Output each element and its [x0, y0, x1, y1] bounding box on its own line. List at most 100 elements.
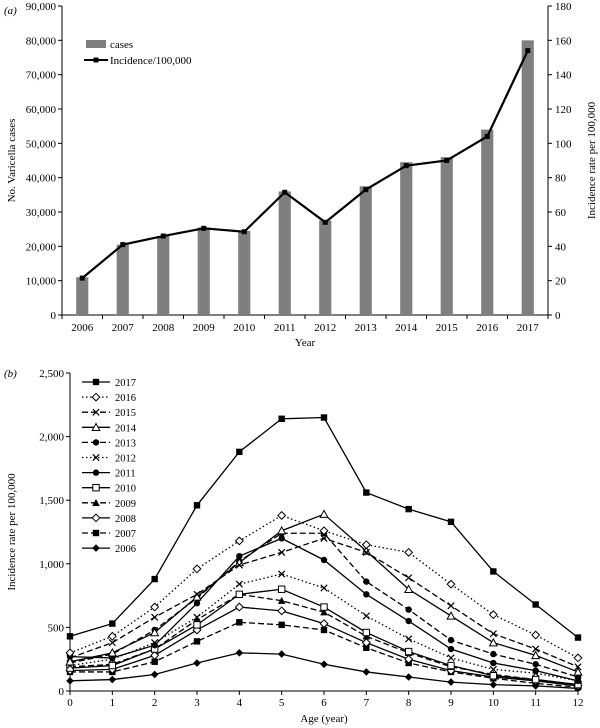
incidence-point [525, 48, 531, 54]
legend-marker-2008 [91, 513, 101, 523]
series-point-2008 [361, 638, 371, 648]
incidence-point [363, 187, 369, 193]
series-point-2013 [490, 650, 497, 658]
series-point-2006 [66, 677, 74, 685]
series-point-2016 [150, 602, 160, 612]
series-point-2016 [361, 540, 371, 550]
series-2017 [66, 414, 582, 641]
y2-tick-label: 0 [555, 310, 561, 322]
y-tick-label: 1,500 [39, 495, 64, 507]
legend-marker-2013 [92, 439, 100, 446]
series-point-2016 [234, 536, 244, 546]
series-2012 [66, 570, 582, 685]
series-point-2011 [320, 556, 328, 564]
incidence-point [444, 158, 450, 163]
x-tick-label: 2009 [193, 322, 216, 334]
series-point-2008 [234, 602, 244, 612]
y2-tick-label: 180 [555, 1, 572, 13]
y-tick-label: 1,000 [39, 559, 64, 571]
series-point-2015 [235, 561, 243, 569]
series-point-2012 [532, 669, 540, 677]
series-point-2016 [573, 653, 583, 663]
y-tick-label: 50,000 [26, 138, 57, 150]
y2-tick-label: 140 [555, 70, 572, 82]
series-point-2017 [490, 568, 497, 575]
y2-tick-label: 40 [555, 241, 567, 253]
y2-tick-label: 160 [555, 35, 572, 47]
series-point-2011 [447, 645, 455, 653]
y-tick-label: 40,000 [26, 173, 57, 185]
series-point-2006 [447, 678, 455, 686]
legend-label-2011: 2011 [115, 469, 136, 480]
series-point-2017 [574, 634, 582, 641]
series-point-2014 [573, 667, 583, 676]
legend-label-2012: 2012 [115, 454, 136, 465]
series-point-2016 [531, 630, 541, 640]
series-point-2017 [532, 601, 539, 608]
y-tick-label: 500 [48, 622, 65, 634]
series-point-2010 [489, 672, 498, 680]
series-point-2013 [532, 661, 539, 668]
series-point-2017 [151, 575, 158, 583]
series-point-2010 [447, 661, 455, 670]
series-point-2013 [363, 578, 370, 585]
bar-cases [197, 227, 210, 315]
series-point-2016 [192, 564, 202, 574]
y-tick-label: 70,000 [26, 70, 57, 82]
x-tick-label: 1 [110, 697, 116, 709]
legend-swatch-cases [86, 40, 106, 48]
y-tick-label: 90,000 [26, 1, 57, 13]
y2-axis-title: Incidence rate per 100,000 [586, 101, 598, 219]
x-tick-label: 9 [448, 697, 454, 709]
y2-tick-label: 60 [555, 207, 567, 219]
series-point-2016 [277, 510, 287, 520]
series-point-2011 [193, 600, 201, 607]
series-point-2011 [236, 552, 243, 560]
legend-marker-2006 [92, 544, 100, 552]
series-point-2010 [404, 647, 413, 656]
bar-cases [116, 244, 129, 315]
x-tick-label: 2008 [152, 322, 175, 334]
series-point-2016 [319, 526, 329, 536]
x-tick-label: 2006 [71, 322, 94, 334]
legend-marker-incidence [93, 57, 99, 63]
series-point-2015 [193, 590, 201, 598]
series-2007 [66, 619, 582, 691]
bar-cases [521, 40, 534, 315]
y2-tick-label: 20 [555, 276, 567, 288]
series-point-2016 [446, 579, 456, 589]
series-point-2015 [151, 613, 159, 621]
x-tick-label: 0 [67, 697, 73, 709]
series-point-2017 [66, 633, 74, 640]
series-point-2016 [107, 631, 117, 641]
y2-tick-label: 120 [555, 104, 572, 116]
y2-tick-label: 100 [555, 138, 572, 150]
incidence-point [201, 225, 207, 231]
x-tick-label: 2016 [476, 322, 499, 334]
series-point-2010 [320, 603, 328, 611]
series-point-2007 [151, 658, 158, 665]
panel-b-label: (b) [4, 368, 17, 380]
line-incidence [81, 50, 529, 279]
y-tick-label: 30,000 [26, 207, 57, 219]
x-tick-label: 7 [364, 697, 370, 709]
legend-marker-2007 [92, 529, 100, 537]
legend-label-incidence: Incidence/100,000 [110, 55, 192, 67]
series-point-2007 [320, 626, 328, 634]
series-point-2014 [404, 584, 414, 593]
series-point-2007 [363, 644, 370, 651]
series-point-2011 [363, 591, 370, 598]
series-point-2006 [193, 659, 201, 667]
x-tick-label: 10 [488, 697, 500, 709]
legend-label-2006: 2006 [115, 544, 136, 555]
series-point-2016 [404, 547, 414, 557]
series-point-2010 [277, 585, 286, 593]
series-point-2006 [404, 673, 413, 681]
series-point-2014 [277, 525, 287, 535]
incidence-point [282, 189, 288, 195]
bar-cases [440, 157, 453, 315]
bar-cases [400, 162, 413, 315]
series-point-2015 [320, 534, 328, 542]
legend-marker-2015 [92, 408, 100, 416]
